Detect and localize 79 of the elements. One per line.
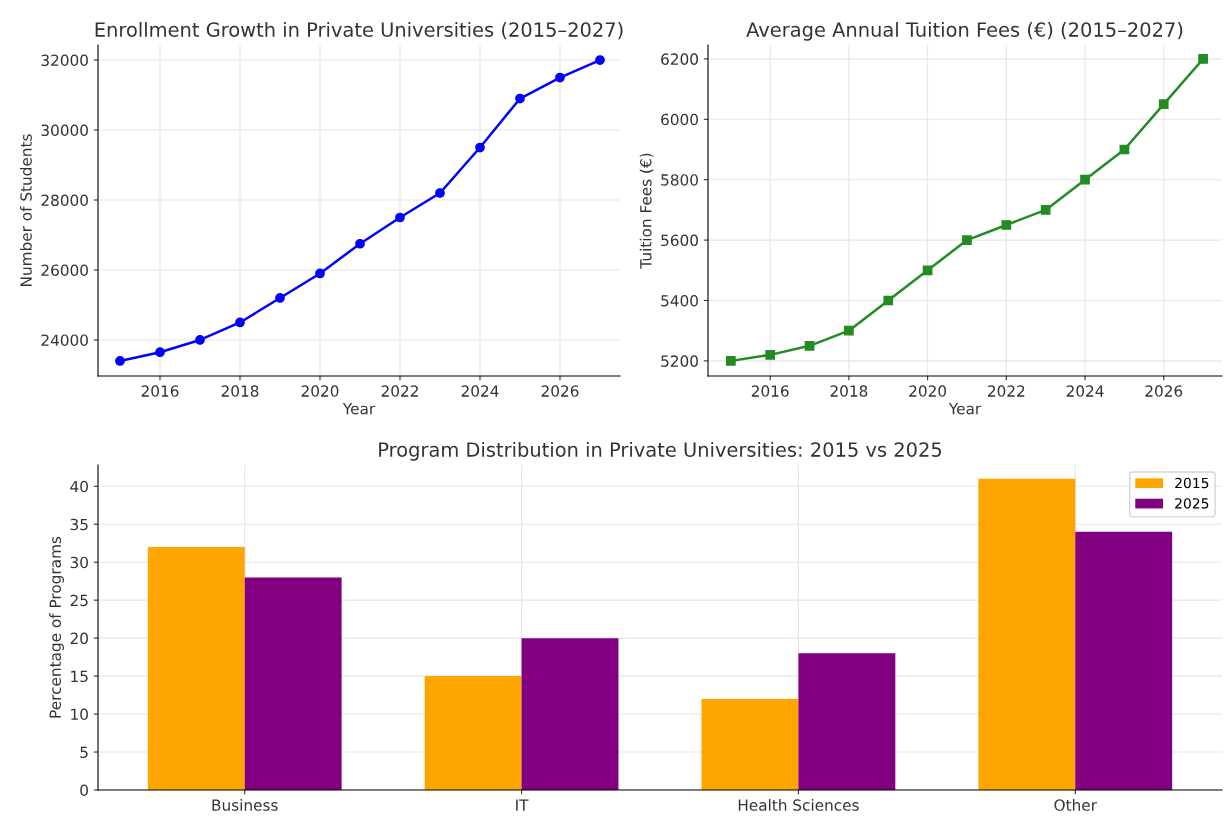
x-tick-label: 2020 <box>301 385 339 397</box>
y-tick-label: 24000 <box>41 334 88 346</box>
point <box>1198 54 1208 64</box>
x-tick-label: 2022 <box>988 385 1025 397</box>
point <box>844 325 854 336</box>
y-tick-label: 15 <box>71 670 88 683</box>
legend-label: 2025 <box>1175 498 1209 509</box>
bar <box>147 547 245 790</box>
point <box>155 347 165 358</box>
point <box>595 55 605 65</box>
y-tick-label: 6000 <box>661 113 698 126</box>
bar <box>1075 531 1173 790</box>
point <box>1040 205 1051 215</box>
point <box>1080 174 1090 185</box>
point <box>235 317 245 328</box>
bar <box>424 676 522 790</box>
y-tick-label: 28000 <box>41 194 88 207</box>
y-axis-title: Tuition Fees (€) <box>639 153 654 269</box>
x-tick-label: 2024 <box>461 385 499 397</box>
y-tick-label: 35 <box>70 518 88 531</box>
point <box>1001 220 1012 230</box>
y-tick-label: 26000 <box>41 264 88 276</box>
y-tick-label: 30 <box>70 556 88 569</box>
y-tick-label: 6200 <box>661 53 698 65</box>
chart-title: Enrollment Growth in Private Universities (2015–2027) <box>95 21 623 40</box>
x-tick-label: Health Sciences <box>738 799 859 811</box>
bar <box>521 638 619 790</box>
x-tick-label: 2016 <box>751 385 789 397</box>
bar <box>978 478 1076 790</box>
y-tick-label: 5600 <box>661 234 698 247</box>
y-tick-label: 5 <box>80 746 88 759</box>
y-tick-label: 5800 <box>661 174 698 186</box>
point <box>804 340 815 351</box>
y-tick-label: 10 <box>71 708 88 721</box>
y-tick-label: 20 <box>70 632 88 645</box>
x-tick-label: IT <box>516 799 529 811</box>
point <box>275 293 285 303</box>
y-axis-title: Percentage of Programs <box>49 536 64 718</box>
point <box>475 142 485 153</box>
point <box>515 93 525 104</box>
point <box>883 295 894 306</box>
x-tick-label: 2018 <box>221 385 259 397</box>
x-tick-label: Business <box>212 799 278 811</box>
point <box>962 235 972 245</box>
bar <box>701 698 799 790</box>
y-tick-label: 40 <box>70 480 88 493</box>
y-tick-label: 0 <box>80 784 88 797</box>
x-tick-label: Other <box>1054 799 1097 811</box>
point <box>555 72 565 83</box>
y-tick-label: 5200 <box>661 355 698 367</box>
x-tick-label: 2026 <box>541 385 579 397</box>
x-tick-label: 2020 <box>909 385 947 397</box>
legend-label: 2015 <box>1175 477 1209 489</box>
point <box>725 356 736 366</box>
bar <box>244 577 342 790</box>
point <box>115 356 125 366</box>
y-tick-label: 5400 <box>661 294 698 307</box>
x-tick-label: 2018 <box>830 385 868 397</box>
y-tick-label: 32000 <box>41 54 88 67</box>
x-tick-label: 2022 <box>381 385 418 397</box>
x-axis-title: Year <box>948 403 982 415</box>
x-tick-label: 2016 <box>141 385 179 397</box>
point <box>395 212 405 223</box>
point <box>922 265 933 276</box>
y-axis-title: Number of Students <box>20 134 32 286</box>
x-tick-label: 2026 <box>1145 385 1183 397</box>
chart-title: Average Annual Tuition Fees (€) (2015–2027) <box>746 21 1183 41</box>
chart-title: Program Distribution in Private Universities: 2015 vs 2025 <box>379 441 942 461</box>
point <box>1158 99 1169 110</box>
x-tick-label: 2024 <box>1066 385 1104 397</box>
point <box>435 188 445 198</box>
x-axis-title: Year <box>342 403 376 415</box>
point <box>315 268 325 279</box>
point <box>355 238 365 249</box>
point <box>765 349 776 360</box>
bar <box>798 653 896 790</box>
y-tick-label: 25 <box>70 594 88 607</box>
y-tick-label: 30000 <box>41 124 88 137</box>
point <box>195 335 205 345</box>
